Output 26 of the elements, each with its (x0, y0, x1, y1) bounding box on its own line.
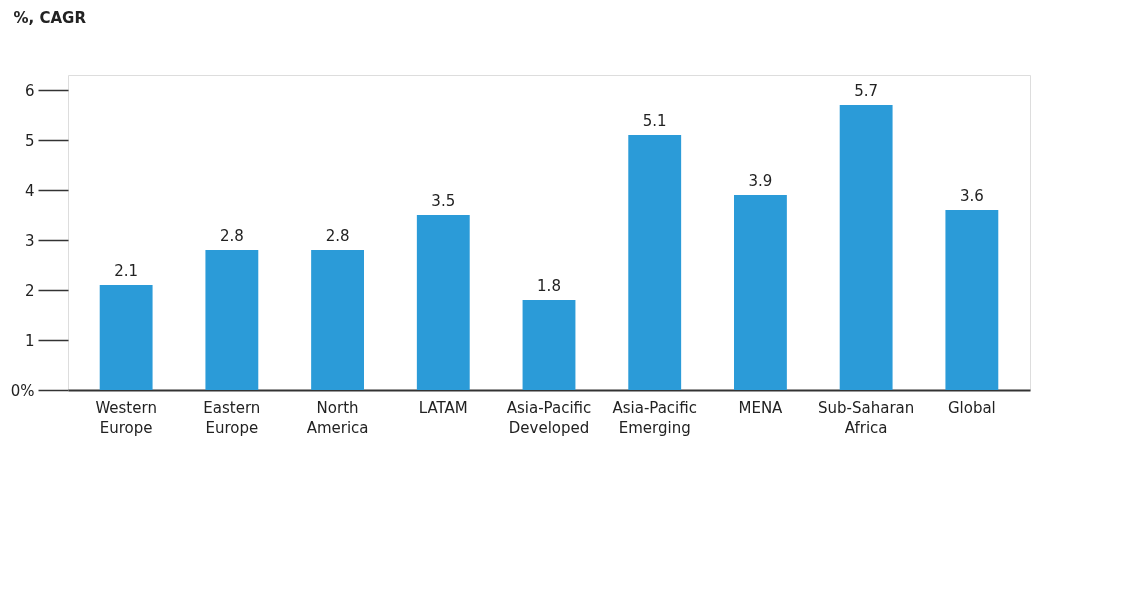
y-tick-label: 1 (24, 331, 35, 350)
x-tick-label: Asia-Pacific Developed (506, 398, 592, 437)
data-label: 3.6 (959, 187, 984, 205)
data-label: 2.8 (219, 227, 244, 245)
x-tick-label: LATAM (418, 398, 468, 417)
data-label: 2.8 (325, 227, 350, 245)
x-tick-label: North America (306, 398, 369, 437)
y-tick-label: 3 (24, 231, 35, 250)
data-label: 5.7 (854, 82, 879, 100)
x-tick-label: Sub-Saharan Africa (818, 398, 915, 437)
data-label: 2.1 (114, 262, 139, 280)
y-tick-label: 0% (10, 381, 35, 400)
y-axis-title: %, CAGR (13, 8, 87, 27)
x-tick-label: Asia-Pacific Emerging (612, 398, 697, 437)
x-tick-label: MENA (738, 398, 784, 417)
y-tick-label: 6 (24, 81, 35, 100)
data-label: 3.9 (748, 172, 773, 190)
data-label: 1.8 (537, 277, 561, 295)
x-tick-label: Eastern Europe (203, 398, 261, 437)
y-tick-label: 4 (24, 181, 35, 200)
x-tick-label: Global (947, 398, 996, 417)
x-tick-label: Western Europe (95, 398, 157, 437)
data-label: 3.5 (431, 192, 456, 210)
data-label: 5.1 (642, 112, 667, 130)
y-tick-label: 2 (24, 281, 35, 300)
y-tick-label: 5 (24, 131, 35, 150)
